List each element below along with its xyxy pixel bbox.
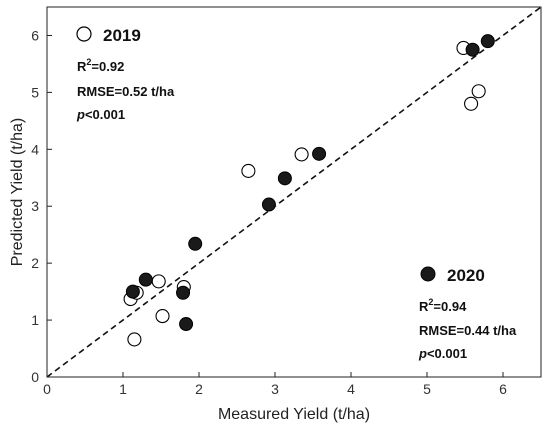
legend-label-2019: 2019	[103, 26, 141, 45]
y-tick-label: 0	[31, 369, 39, 385]
one-to-one-reference-line	[46, 6, 542, 378]
legend-marker-2019	[76, 26, 92, 42]
x-tick-label: 2	[195, 381, 203, 397]
point-2020	[138, 272, 153, 287]
rmse-2019: RMSE=0.52 t/ha	[77, 84, 175, 99]
y-tick-label: 5	[31, 84, 39, 100]
point-2020	[188, 236, 203, 251]
y-tick-label: 1	[31, 312, 39, 328]
x-tick-label: 4	[347, 381, 355, 397]
rmse-2020: RMSE=0.44 t/ha	[419, 323, 517, 338]
point-2020	[176, 285, 191, 300]
point-2020	[125, 284, 140, 299]
x-tick-label: 6	[499, 381, 507, 397]
legend-marker-2020	[420, 266, 436, 282]
point-2020	[277, 171, 292, 186]
y-tick-label: 6	[31, 27, 39, 43]
x-axis: 0 1 2 3 4 5 6	[43, 372, 507, 397]
point-2020	[465, 42, 480, 57]
legend-2019: 2019 R2=0.92 RMSE=0.52 t/ha p<0.001	[76, 26, 175, 122]
point-2019	[464, 96, 479, 111]
point-2020	[179, 317, 194, 332]
x-tick-label: 1	[119, 381, 127, 397]
point-2020	[312, 146, 327, 161]
p-value-2019: p<0.001	[76, 107, 125, 122]
x-axis-title: Measured Yield (t/ha)	[218, 406, 370, 423]
point-2019	[151, 274, 166, 289]
legend-label-2020: 2020	[447, 266, 485, 285]
data-points	[123, 34, 495, 347]
x-tick-label: 5	[423, 381, 431, 397]
r2-2019: R2=0.92	[77, 57, 124, 74]
point-2019	[241, 163, 256, 178]
y-axis: 0 1 2 3 4 5 6	[31, 27, 52, 385]
x-tick-label: 3	[271, 381, 279, 397]
plot-frame	[46, 6, 542, 378]
p-value-2020: p<0.001	[418, 346, 467, 361]
y-axis-title: Predicted Yield (t/ha)	[9, 118, 26, 267]
y-tick-label: 2	[31, 255, 39, 271]
y-tick-label: 4	[31, 141, 39, 157]
point-2019	[294, 147, 309, 162]
point-2019	[471, 84, 486, 99]
point-2020	[480, 34, 495, 49]
point-2020	[261, 197, 276, 212]
legend-2020: 2020 R2=0.94 RMSE=0.44 t/ha p<0.001	[418, 266, 517, 361]
x-tick-label: 0	[43, 381, 51, 397]
r2-2020: R2=0.94	[419, 297, 467, 314]
y-tick-label: 3	[31, 198, 39, 214]
point-2019	[155, 309, 170, 324]
point-2019	[127, 332, 142, 347]
